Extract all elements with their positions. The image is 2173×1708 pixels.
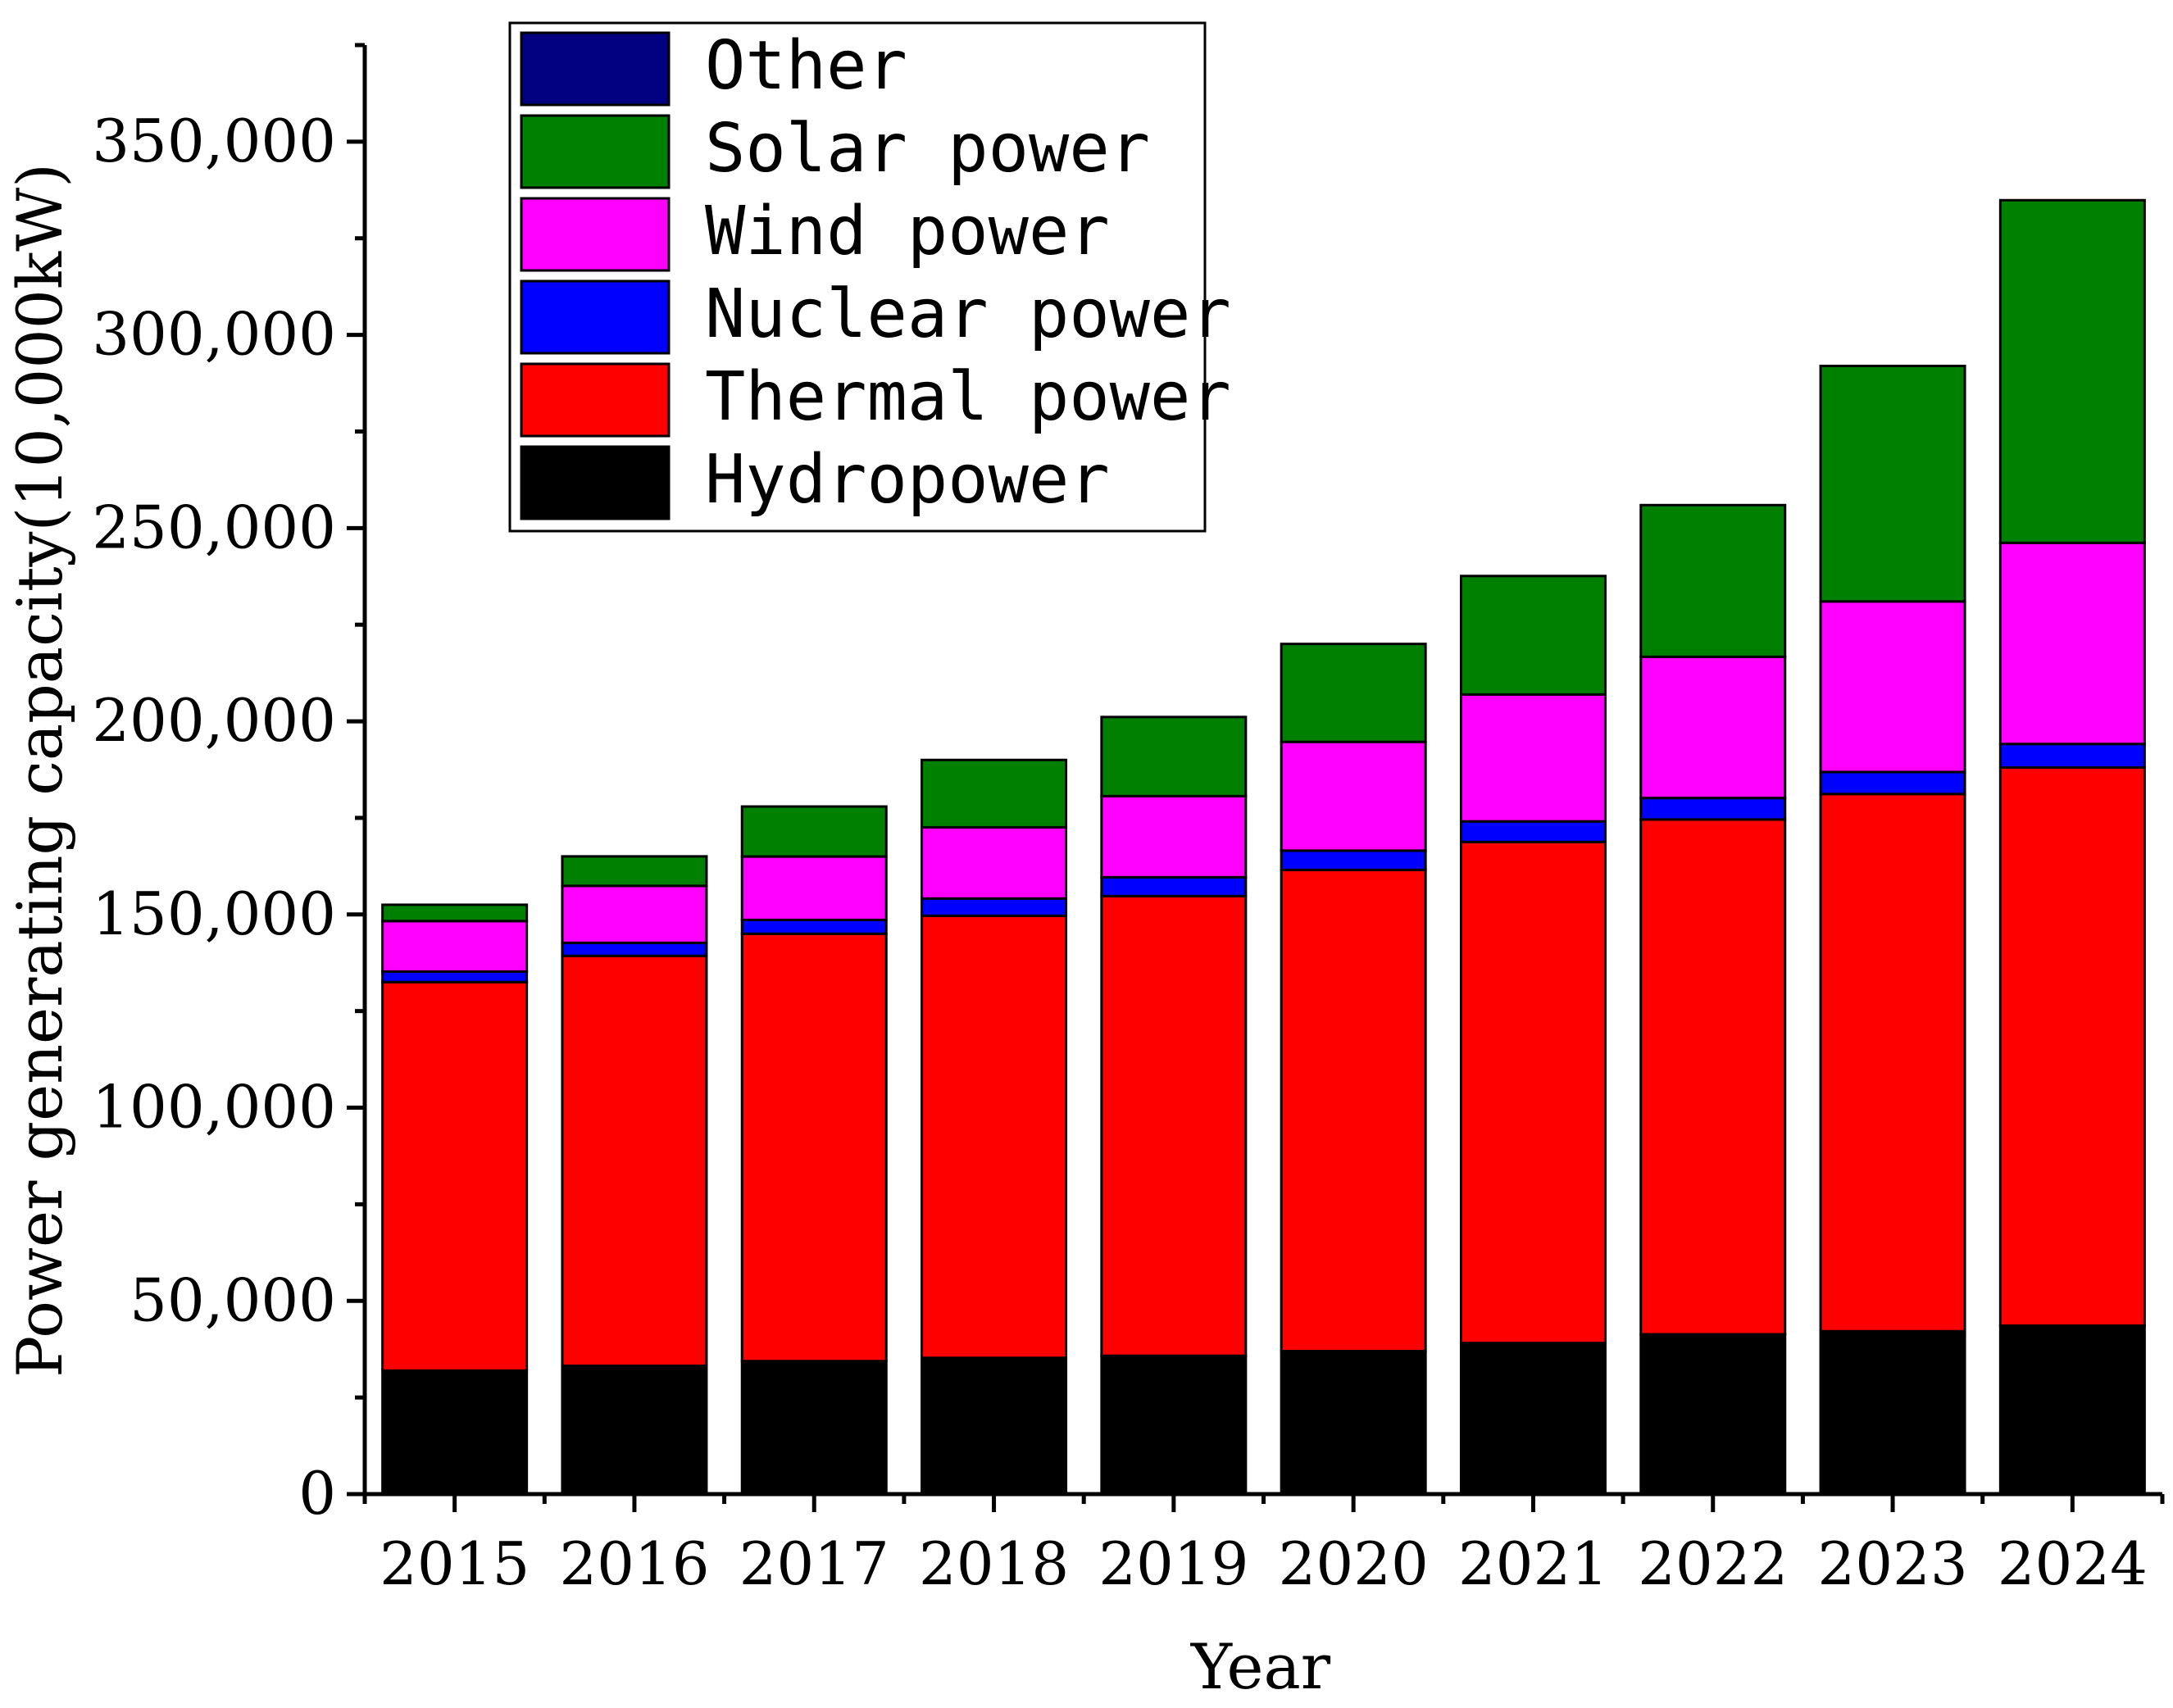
legend-swatch-nuclear-power xyxy=(520,279,671,355)
x-tick-label: 2016 xyxy=(559,1529,709,1598)
y-tick-label: 0 xyxy=(298,1459,336,1528)
bar-hydropower-2023 xyxy=(1819,1329,1966,1496)
y-tick-label: 50,000 xyxy=(130,1265,336,1334)
x-tick-label: 2019 xyxy=(1098,1529,1248,1598)
bar-nuclear-power-2017 xyxy=(740,918,888,935)
bar-wind-power-2018 xyxy=(921,825,1068,900)
bar-nuclear-power-2018 xyxy=(921,897,1068,917)
x-tick-label: 2015 xyxy=(380,1529,530,1598)
y-tick-label: 350,000 xyxy=(92,107,336,175)
x-tick-label: 2022 xyxy=(1638,1529,1788,1598)
bar-thermal-power-2017 xyxy=(740,932,888,1363)
y-axis-title: Power generating capacity(10,000kW) xyxy=(3,163,76,1378)
bar-wind-power-2017 xyxy=(740,855,888,921)
legend-label-solar-power: Solar power xyxy=(705,110,1150,188)
legend-label-thermal-power: Thermal power xyxy=(705,358,1231,436)
legend-label-nuclear-power: Nuclear power xyxy=(705,275,1231,353)
bar-nuclear-power-2023 xyxy=(1819,770,1966,796)
bar-wind-power-2021 xyxy=(1459,693,1607,823)
bar-thermal-power-2018 xyxy=(921,914,1068,1360)
bar-wind-power-2019 xyxy=(1100,794,1248,879)
bar-thermal-power-2015 xyxy=(381,980,529,1372)
bar-nuclear-power-2019 xyxy=(1100,875,1248,897)
legend-swatch-thermal-power xyxy=(520,362,671,438)
bar-solar-power-2016 xyxy=(561,855,708,888)
bar-solar-power-2020 xyxy=(1280,643,1427,743)
bar-solar-power-2015 xyxy=(381,903,529,923)
axes-layer: 0 50,000 100,000 150,000 200,000 250,000 300,0… xyxy=(92,43,2165,1598)
bar-hydropower-2020 xyxy=(1280,1349,1427,1496)
legend-swatch-other xyxy=(520,31,671,107)
x-tick-label: 2021 xyxy=(1458,1529,1608,1598)
bar-hydropower-2016 xyxy=(561,1364,708,1496)
bar-hydropower-2022 xyxy=(1639,1333,1787,1496)
bar-hydropower-2018 xyxy=(921,1356,1068,1496)
bar-wind-power-2024 xyxy=(1998,541,2146,746)
y-tick-label: 150,000 xyxy=(92,879,336,948)
bar-thermal-power-2021 xyxy=(1459,840,1607,1345)
bar-nuclear-power-2015 xyxy=(381,970,529,983)
bar-wind-power-2022 xyxy=(1639,655,1787,800)
x-tick-label: 2017 xyxy=(739,1529,889,1598)
bar-solar-power-2021 xyxy=(1459,575,1607,696)
bar-hydropower-2017 xyxy=(740,1360,888,1496)
bar-wind-power-2020 xyxy=(1280,740,1427,852)
bar-thermal-power-2022 xyxy=(1639,818,1787,1336)
bar-nuclear-power-2016 xyxy=(561,941,708,957)
y-tick-label: 250,000 xyxy=(92,493,336,561)
bar-solar-power-2024 xyxy=(1998,198,2146,544)
bar-nuclear-power-2024 xyxy=(1998,743,2146,769)
legend-label-hydropower: Hydropower xyxy=(705,441,1110,519)
bar-thermal-power-2023 xyxy=(1819,793,1966,1333)
bars-layer xyxy=(381,198,2146,1496)
bar-nuclear-power-2021 xyxy=(1459,820,1607,843)
bar-solar-power-2017 xyxy=(740,805,888,858)
bar-nuclear-power-2022 xyxy=(1639,797,1787,821)
bar-thermal-power-2016 xyxy=(561,954,708,1367)
bar-solar-power-2023 xyxy=(1819,365,1966,603)
bar-hydropower-2019 xyxy=(1100,1354,1248,1496)
bar-thermal-power-2020 xyxy=(1280,868,1427,1352)
legend-swatch-wind-power xyxy=(520,197,671,272)
bar-wind-power-2015 xyxy=(381,920,529,973)
bar-solar-power-2022 xyxy=(1639,503,1787,658)
bar-solar-power-2018 xyxy=(921,758,1068,829)
x-tick-label: 2024 xyxy=(1998,1529,2148,1598)
y-tick-label: 300,000 xyxy=(92,300,336,369)
y-tick-label: 200,000 xyxy=(92,686,336,755)
legend-swatch-hydropower xyxy=(520,445,671,520)
bar-thermal-power-2019 xyxy=(1100,894,1248,1357)
bar-wind-power-2023 xyxy=(1819,600,1966,774)
bar-hydropower-2024 xyxy=(1998,1324,2146,1496)
bar-solar-power-2019 xyxy=(1100,715,1248,797)
bar-hydropower-2015 xyxy=(381,1369,529,1496)
x-axis-title: Year xyxy=(1190,1630,1331,1703)
legend-label-other: Other xyxy=(705,27,907,105)
x-tick-label: 2020 xyxy=(1279,1529,1429,1598)
x-tick-label: 2018 xyxy=(919,1529,1069,1598)
bar-hydropower-2021 xyxy=(1459,1342,1607,1496)
bar-nuclear-power-2020 xyxy=(1280,849,1427,871)
legend-swatch-solar-power xyxy=(520,114,671,189)
x-tick-label: 2023 xyxy=(1817,1529,1967,1598)
y-tick-label: 100,000 xyxy=(92,1073,336,1142)
legend-label-wind-power: Wind power xyxy=(705,193,1110,270)
bar-thermal-power-2024 xyxy=(1998,765,2146,1327)
bar-wind-power-2016 xyxy=(561,884,708,944)
